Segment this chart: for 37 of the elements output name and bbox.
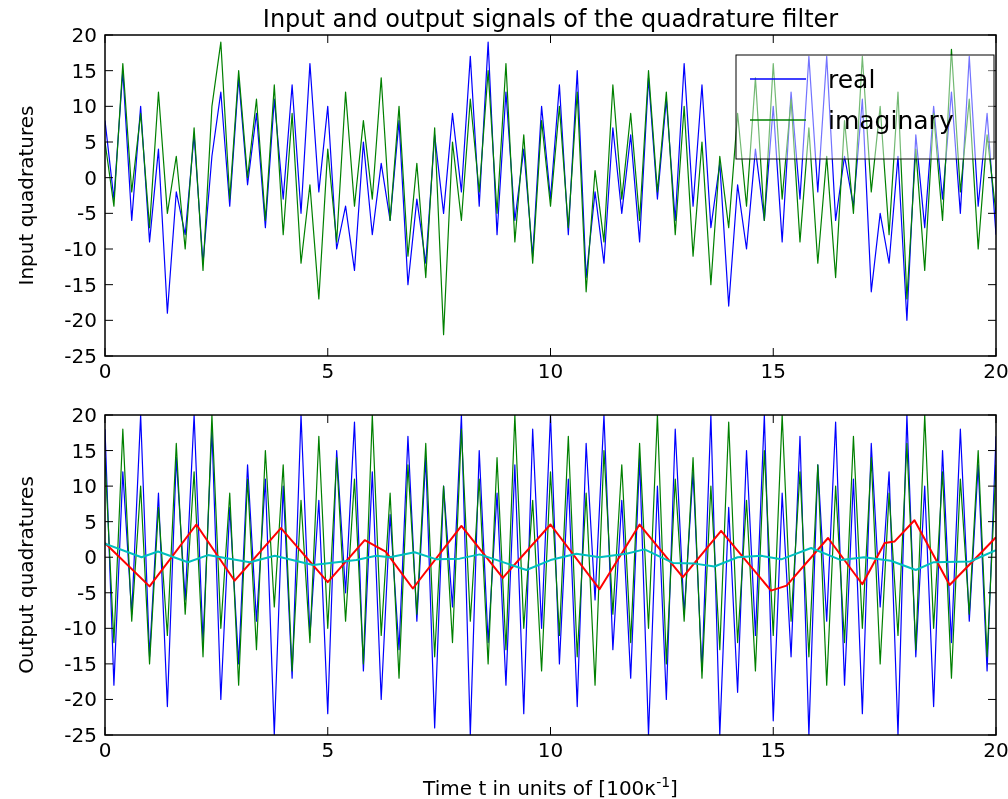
- legend-label: real: [828, 64, 876, 94]
- y-tick-label: -25: [64, 344, 97, 368]
- y-tick-label: -20: [64, 308, 97, 333]
- y-tick-label: 15: [71, 438, 97, 463]
- x-tick-label: 15: [760, 738, 786, 762]
- y-tick-label: 10: [71, 94, 97, 119]
- y-tick-label: 15: [71, 58, 97, 83]
- x-tick-label: 10: [537, 359, 564, 383]
- y-axis-title: Input quadratures: [14, 105, 38, 286]
- y-tick-label: -15: [64, 272, 97, 297]
- line-series: [105, 542, 996, 572]
- y-tick-label: -20: [64, 687, 97, 712]
- y-tick-label: -10: [64, 616, 97, 641]
- legend-label: imaginary: [828, 105, 954, 135]
- x-tick-label: 5: [321, 738, 335, 762]
- x-tick-label: 5: [321, 359, 335, 383]
- x-tick-label: 20: [983, 738, 1008, 762]
- x-axis-title: Time t in units of [100κ$^{-1}$]: [422, 774, 678, 799]
- y-tick-label: 20: [71, 23, 97, 47]
- y-tick-label: -10: [64, 237, 97, 261]
- y-tick-label: 0: [84, 165, 97, 190]
- y-tick-label: 10: [71, 474, 97, 499]
- x-tick-label: 15: [760, 359, 786, 383]
- y-tick-label: 0: [84, 545, 97, 570]
- chart-title: Input and output signals of the quadrature filter: [262, 5, 839, 33]
- x-tick-label: 20: [983, 359, 1008, 383]
- line-series: [105, 415, 996, 686]
- x-tick-label: 10: [537, 738, 564, 762]
- y-axis-title: Output quadratures: [14, 476, 38, 674]
- y-tick-label: -15: [64, 651, 97, 676]
- y-tick-label: -5: [77, 580, 97, 605]
- y-tick-label: -25: [64, 723, 97, 747]
- y-tick-label: 5: [84, 130, 97, 154]
- y-tick-label: 5: [84, 509, 97, 534]
- y-tick-label: 20: [71, 403, 97, 427]
- y-tick-label: -5: [77, 201, 97, 226]
- line-series: [105, 519, 996, 592]
